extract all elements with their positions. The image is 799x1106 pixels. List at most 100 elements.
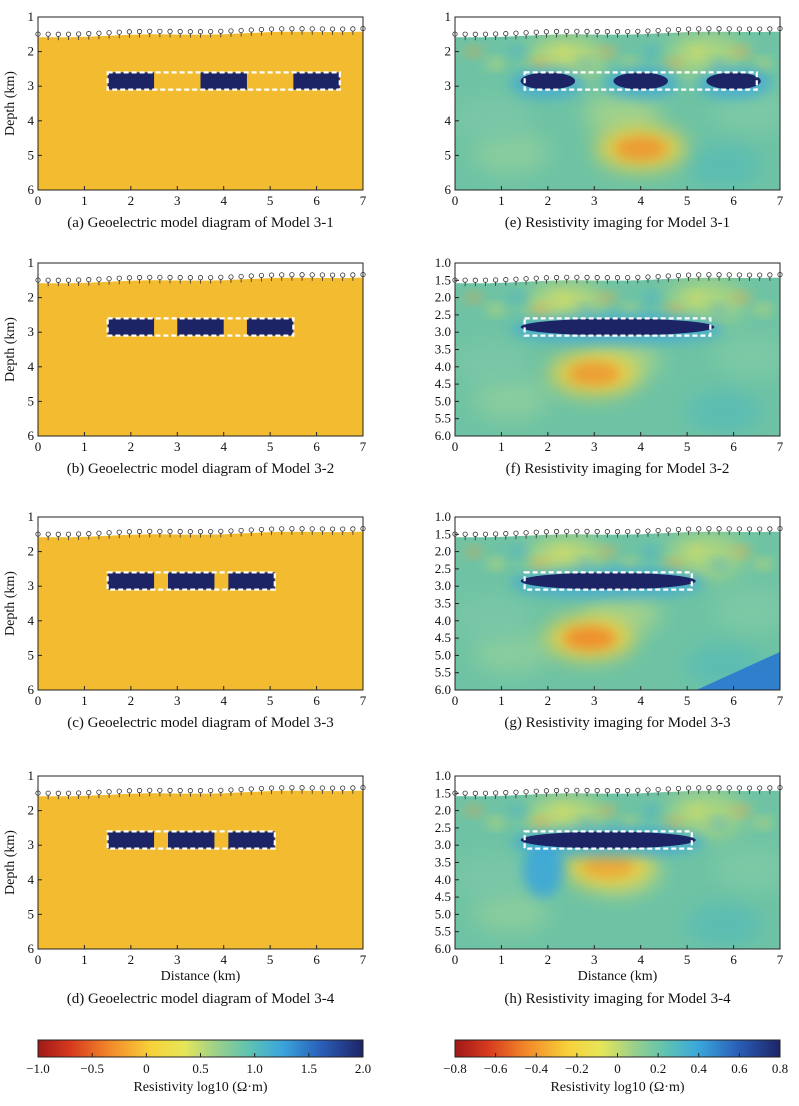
y-tick-label: 6 (28, 682, 35, 697)
high-resistivity-core (563, 626, 616, 651)
anomaly-outline (106, 317, 295, 337)
colorbar-tick-label: −0.6 (484, 1061, 508, 1076)
station-marker (45, 531, 51, 537)
station-marker (736, 26, 742, 32)
plot-area (455, 517, 780, 690)
x-tick-label: 1 (81, 439, 88, 454)
shallow-anomaly (576, 58, 594, 69)
x-tick-label: 7 (360, 693, 367, 708)
model-background (38, 776, 363, 949)
station-marker (157, 28, 163, 34)
y-tick-label: 1.0 (435, 768, 451, 783)
anomaly-block (168, 572, 215, 590)
y-tick-label: 1.0 (435, 509, 451, 524)
station-marker (564, 28, 570, 34)
station-marker (218, 787, 224, 793)
y-tick-label: 1 (28, 9, 35, 24)
x-tick-label: 0 (35, 693, 42, 708)
shallow-anomaly (687, 46, 706, 57)
shallow-anomaly (576, 558, 594, 569)
station-marker (208, 528, 214, 535)
y-tick-label: 2.0 (435, 803, 451, 818)
y-tick-label: 5 (28, 393, 35, 408)
panel-caption: (f) Resistivity imaging for Model 3-2 (506, 461, 730, 477)
station-marker (96, 276, 102, 282)
low-resistivity-lobe (523, 841, 564, 898)
station-marker (329, 785, 336, 791)
station-marker (86, 277, 92, 283)
colorbar-tick-label: −1.0 (26, 1061, 50, 1076)
station-marker (513, 30, 519, 36)
shallow-anomaly (620, 304, 639, 315)
colorbar-tick-label: 0.6 (731, 1061, 748, 1076)
station-marker (167, 528, 173, 534)
station-marker (614, 275, 621, 281)
shallow-anomaly (732, 546, 750, 557)
station-marker (665, 273, 671, 279)
station-marker (655, 273, 661, 280)
station-marker (665, 786, 671, 792)
anomaly-outline (523, 830, 693, 850)
shallow-anomaly (732, 805, 750, 816)
conductive-target (613, 72, 668, 90)
conductive-target (706, 72, 761, 90)
panel-h: 0 1 2 3 4 5 6 7 1.0 1.5 2.0 2.5 3.0 3.5 4.0 4.5 5.0 5.5 6.… (435, 768, 784, 1007)
y-tick-label: 4 (28, 113, 35, 128)
station-marker (86, 31, 92, 37)
panel-caption: (e) Resistivity imaging for Model 3-1 (505, 215, 730, 231)
y-tick-label: 5 (28, 906, 35, 921)
resistivity-patch (455, 95, 531, 140)
station-marker (299, 272, 305, 278)
y-tick-label: 2 (28, 544, 35, 559)
y-tick-label: 6.0 (435, 428, 451, 443)
deep-low-zone (696, 651, 780, 690)
shallow-anomaly (642, 546, 661, 557)
station-marker (757, 26, 763, 32)
panel-a: 0 1 2 3 4 5 6 7 1 2 3 4 5 6 Depth (km) (a) Geoelectric … (3, 9, 367, 231)
plot-area (455, 263, 780, 436)
station-marker (350, 26, 356, 32)
x-tick-label: 7 (360, 193, 367, 208)
station-marker (503, 790, 509, 796)
plot-area (38, 263, 363, 436)
station-marker (696, 272, 702, 278)
station-marker (594, 274, 600, 281)
station-marker (116, 529, 122, 535)
station-marker (248, 527, 254, 533)
station-marker (736, 272, 742, 278)
station-marker (564, 528, 570, 534)
station-marker (268, 526, 275, 532)
station-marker (45, 277, 51, 283)
y-tick-label: 4 (28, 613, 35, 628)
x-tick-label: 7 (777, 952, 784, 967)
station-marker (218, 274, 224, 280)
station-marker (482, 531, 489, 537)
station-marker (136, 528, 143, 535)
resistivity-patch (455, 341, 531, 386)
x-tick-label: 3 (174, 193, 181, 208)
y-tick-label: 6.0 (435, 941, 451, 956)
station-marker (553, 274, 560, 281)
plot-frame (37, 16, 364, 191)
station-marker (675, 526, 682, 533)
shallow-anomaly (464, 46, 483, 57)
station-marker (96, 789, 102, 795)
x-tick-label: 6 (730, 193, 737, 208)
resistivity-patch (472, 375, 549, 420)
y-tick-label: 4 (28, 359, 35, 374)
panel-caption: (d) Geoelectric model diagram of Model 3… (67, 991, 335, 1007)
station-marker (177, 274, 183, 281)
station-marker (228, 787, 234, 793)
station-marker (167, 787, 173, 793)
y-axis-label: Depth (km) (3, 71, 18, 136)
station-marker (462, 531, 468, 537)
station-marker (635, 274, 641, 280)
station-marker (493, 531, 499, 537)
anomaly-block (228, 572, 275, 590)
station-marker (482, 790, 489, 796)
colorbar-tick-label: 0 (614, 1061, 621, 1076)
colorbar-2: −0.8 −0.6 −0.4 −0.2 0 0.2 0.4 0.6 0.8 Resistivity… (443, 1039, 788, 1095)
shallow-anomaly (687, 805, 706, 816)
high-resistivity-core (582, 853, 635, 878)
station-marker (564, 787, 570, 793)
